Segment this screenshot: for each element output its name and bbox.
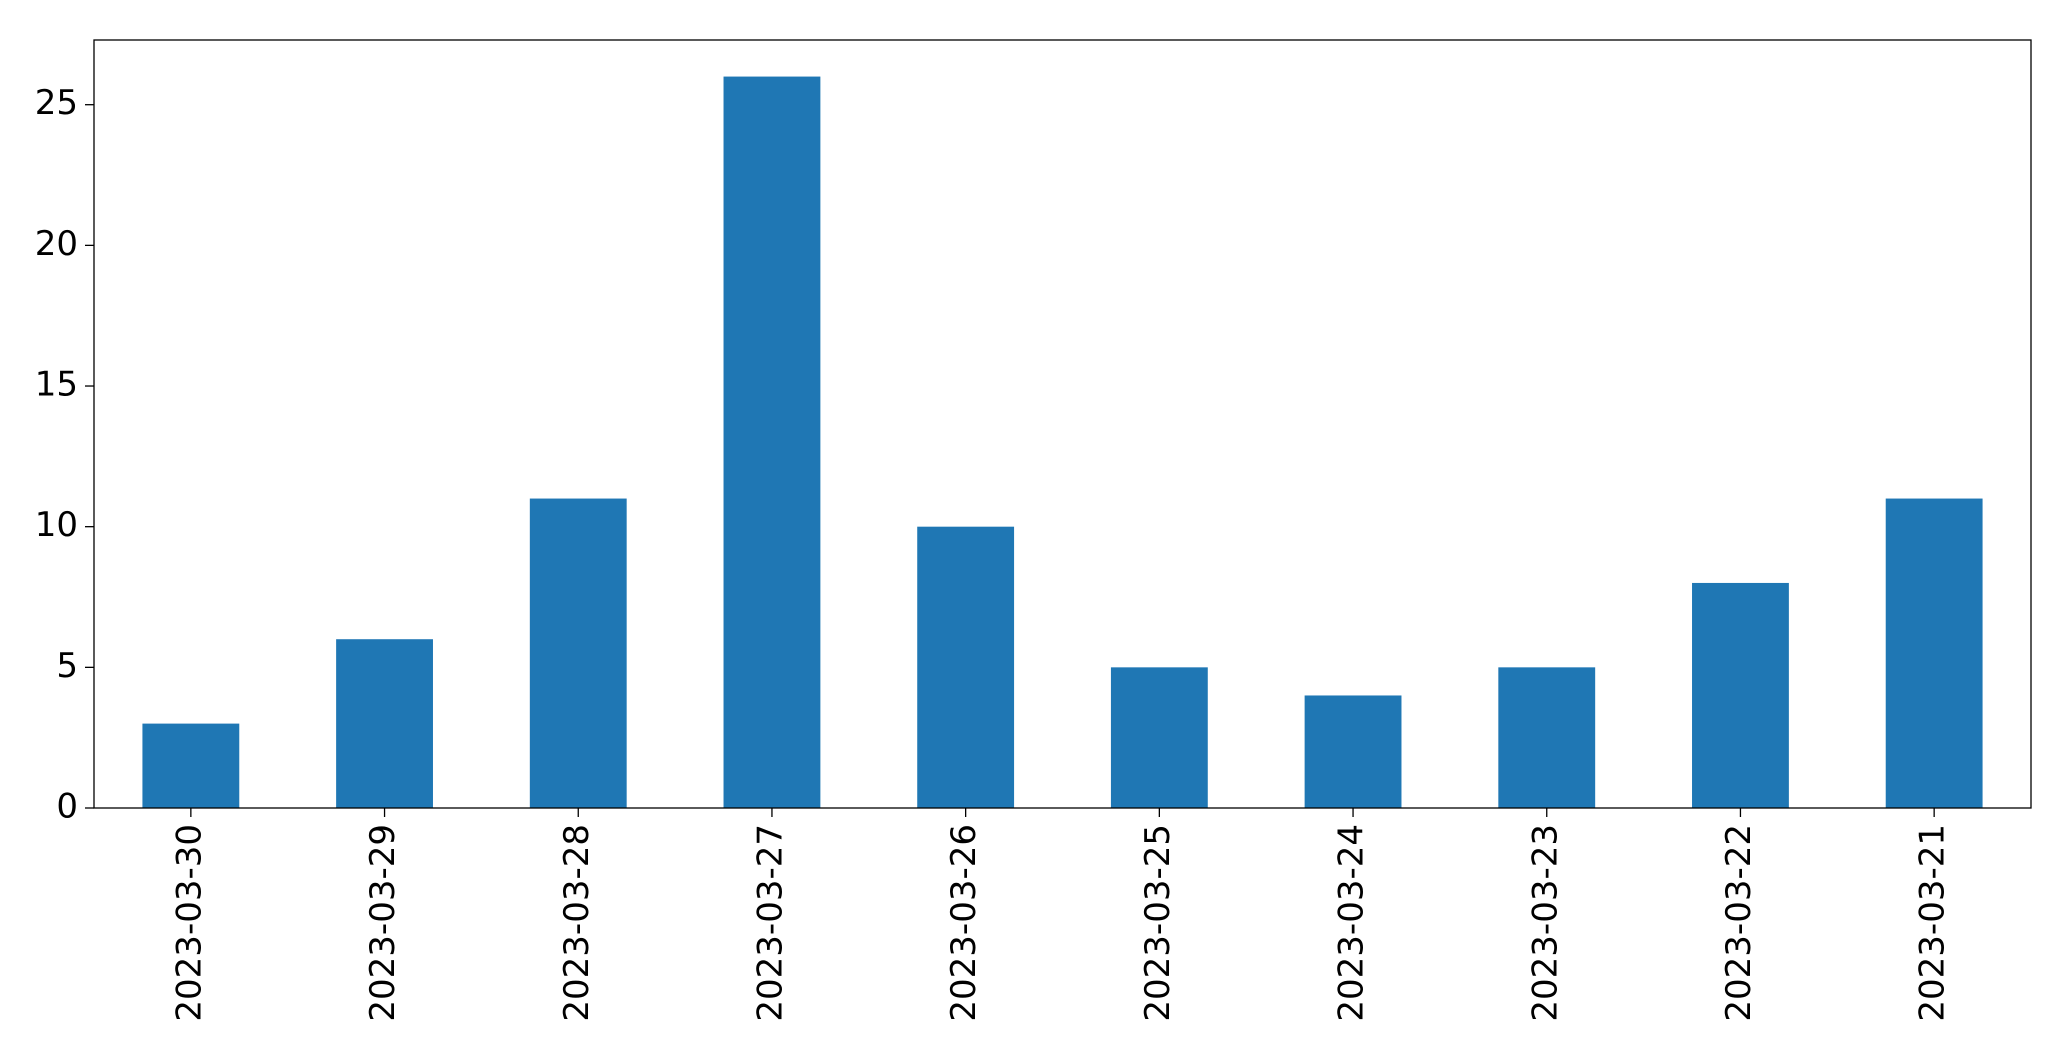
x-tick-label: 2023-03-26 [944,824,984,1022]
bar [1304,695,1402,808]
x-tick-label: 2023-03-28 [557,824,597,1022]
bar [529,498,627,808]
y-tick-label: 5 [56,646,78,686]
y-tick-label: 15 [35,365,78,405]
x-tick-label: 2023-03-24 [1332,824,1372,1022]
x-tick-label: 2023-03-29 [363,824,403,1022]
bar [1885,498,1983,808]
bar [1498,667,1596,808]
x-tick-label: 2023-03-22 [1719,824,1759,1022]
x-tick-label: 2023-03-30 [169,824,209,1022]
bar [142,723,240,808]
bar [723,76,821,809]
y-tick-label: 20 [35,224,78,264]
x-tick-label: 2023-03-21 [1913,824,1953,1022]
bar [336,639,433,808]
x-tick-label: 2023-03-27 [750,824,790,1022]
bar [1110,667,1208,808]
x-tick-label: 2023-03-25 [1138,824,1178,1022]
y-tick-label: 0 [56,787,78,827]
y-tick-label: 10 [35,505,78,545]
plot-frame [93,39,2032,809]
y-tick-label: 25 [35,83,78,123]
bar [1692,582,1789,808]
x-tick-label: 2023-03-23 [1525,824,1565,1022]
bar [917,526,1015,808]
